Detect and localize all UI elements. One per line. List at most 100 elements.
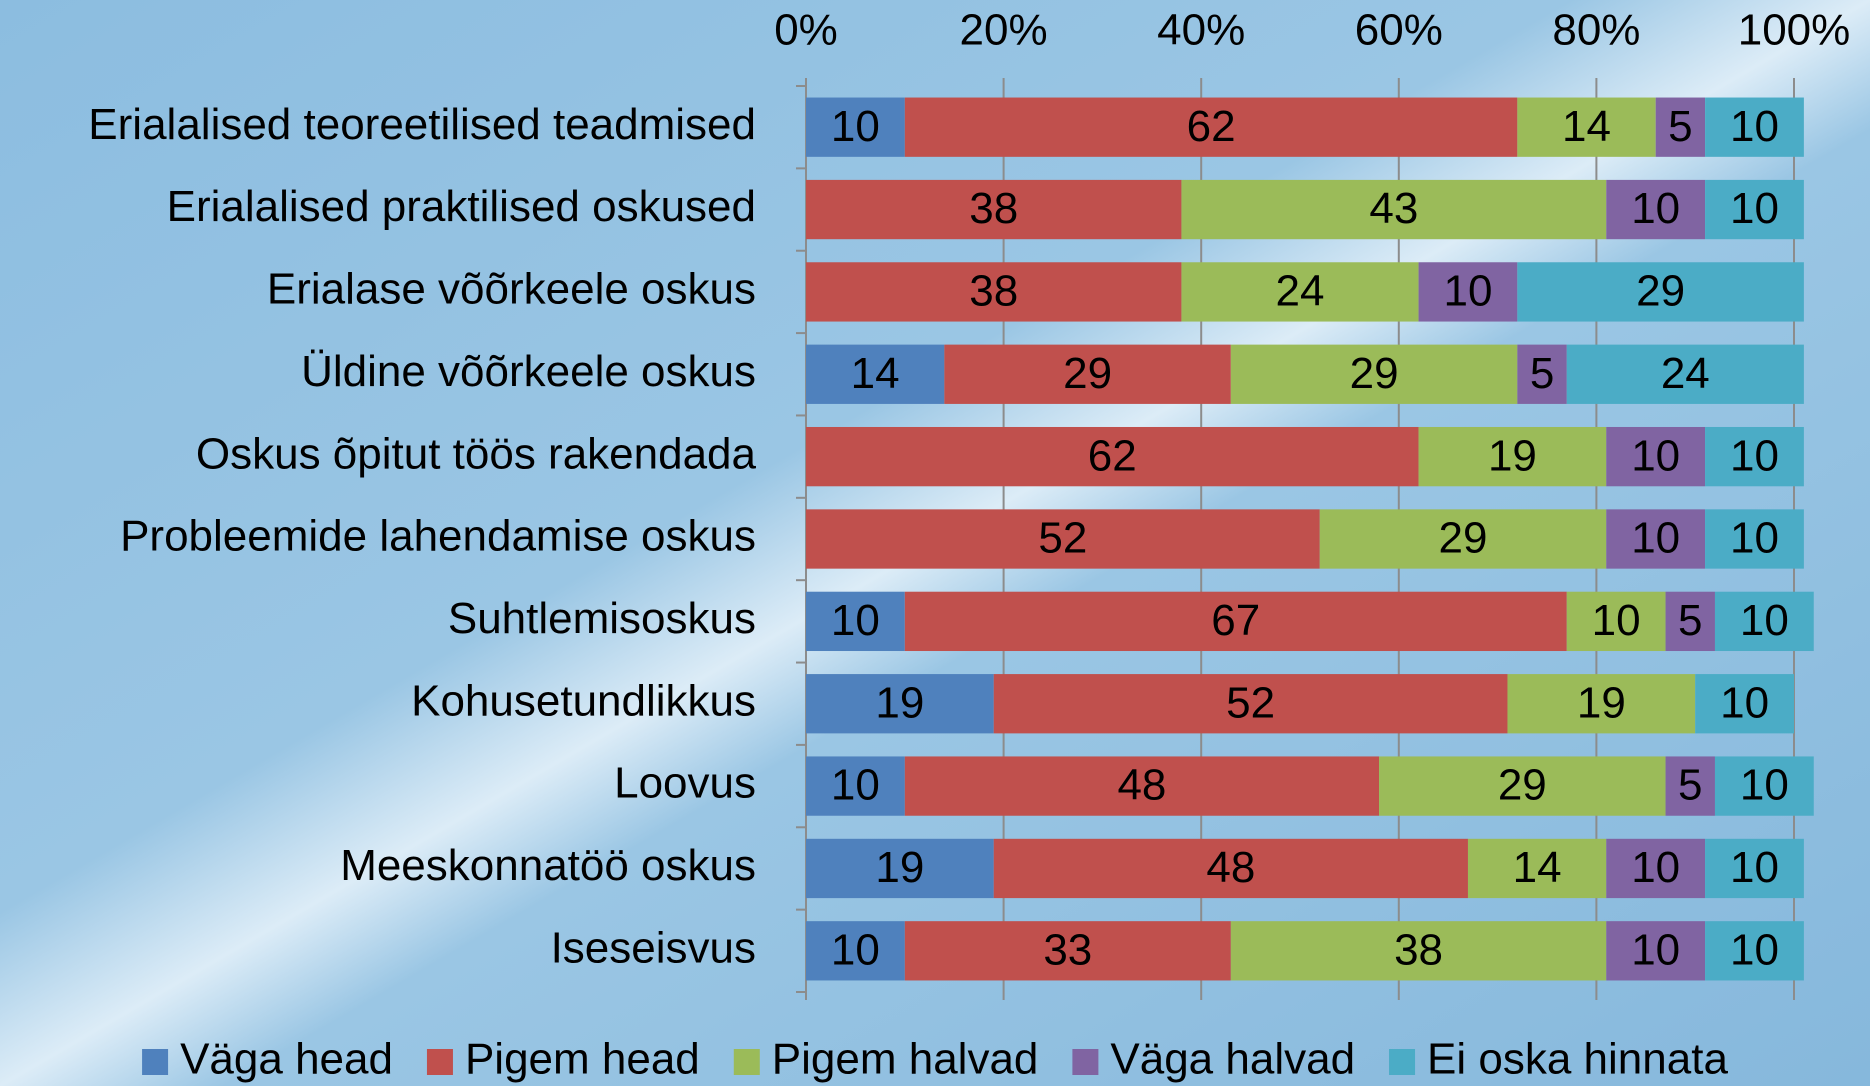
data-label: 29 (1498, 761, 1547, 810)
legend-label: Väga halvad (1110, 1035, 1355, 1084)
bar-segment (904, 97, 1518, 157)
data-label: 52 (1038, 514, 1087, 563)
x-tick-label: 20% (960, 6, 1048, 55)
bar-segment (1705, 838, 1804, 899)
data-label: 10 (1631, 514, 1680, 563)
data-label: 24 (1661, 349, 1710, 398)
bar-segment (806, 674, 994, 734)
bar-segment (1517, 97, 1656, 157)
bar-segment (1606, 179, 1706, 240)
bar-segment (1230, 921, 1607, 981)
data-label: 48 (1117, 761, 1166, 810)
bar-segment (1705, 509, 1804, 569)
bar-segment (904, 921, 1231, 981)
bar-segment (1606, 426, 1706, 487)
bar-segment (1705, 97, 1804, 157)
legend-label: Väga head (180, 1035, 393, 1084)
bar-segment (1655, 97, 1706, 157)
bar-segment (1517, 344, 1567, 404)
data-label: 10 (831, 761, 880, 810)
legend-label: Pigem halvad (772, 1035, 1039, 1084)
legend-swatch (1072, 1049, 1099, 1075)
data-label: 10 (1730, 925, 1779, 974)
bar-segment (1181, 262, 1419, 322)
bar-segment (806, 179, 1182, 240)
data-label: 38 (969, 184, 1018, 233)
data-label: 52 (1226, 678, 1275, 727)
data-label: 5 (1668, 102, 1692, 151)
bar-segment (1566, 591, 1666, 652)
legend-swatch (1389, 1049, 1416, 1075)
data-label: 29 (1063, 349, 1112, 398)
bar-segment (1319, 509, 1607, 569)
bar-segment (806, 838, 994, 899)
data-label: 62 (1088, 431, 1137, 480)
data-label: 67 (1211, 596, 1260, 645)
data-label: 10 (1443, 267, 1492, 316)
y-tick-label: Erialalised praktilised oskused (167, 182, 756, 231)
data-label: 10 (1730, 843, 1779, 892)
data-label: 10 (831, 102, 880, 151)
bar-segment (1507, 674, 1696, 734)
bar-segment (1695, 674, 1794, 734)
data-label: 14 (1562, 102, 1611, 151)
bar-segment (806, 509, 1320, 569)
bar-segment (806, 344, 945, 404)
data-label: 33 (1043, 925, 1092, 974)
data-label: 19 (875, 843, 924, 892)
bar-segment (1665, 591, 1715, 652)
bar-segment (1418, 262, 1518, 322)
data-label: 10 (1740, 761, 1789, 810)
bar-segment (1467, 838, 1607, 899)
bar-segment (806, 591, 905, 652)
bar-segment (1181, 179, 1607, 240)
y-tick-label: Suhtlemisoskus (448, 594, 756, 643)
bar-segment (806, 97, 905, 157)
bar-segment (1606, 509, 1706, 569)
data-label: 10 (1631, 925, 1680, 974)
data-label: 10 (831, 925, 880, 974)
legend-swatch (142, 1049, 169, 1075)
data-label: 19 (1488, 431, 1537, 480)
bar-segment (806, 756, 905, 816)
bar-segment (904, 756, 1380, 816)
data-label: 10 (1740, 596, 1789, 645)
y-tick-label: Meeskonnatöö oskus (340, 841, 756, 890)
y-tick-label: Kohusetundlikkus (411, 676, 756, 725)
legend-label: Pigem head (465, 1035, 700, 1084)
bar-segment (1714, 591, 1814, 652)
legend-swatch (733, 1049, 760, 1075)
x-tick-label: 0% (774, 6, 838, 55)
bar-segment (1418, 426, 1607, 487)
y-tick-label: Oskus õpitut töös rakendada (196, 429, 757, 478)
bar-segment (1230, 344, 1518, 404)
data-label: 10 (831, 596, 880, 645)
data-label: 10 (1631, 184, 1680, 233)
y-tick-label: Probleemide lahendamise oskus (120, 512, 756, 561)
y-tick-label: Üldine võõrkeele oskus (301, 347, 756, 396)
y-tick-label: Erialase võõrkeele oskus (267, 265, 756, 314)
bar-segment (993, 838, 1468, 899)
legend-label: Ei oska hinnata (1427, 1035, 1728, 1084)
data-label: 38 (969, 267, 1018, 316)
data-label: 19 (875, 678, 924, 727)
bar-segment (1517, 262, 1804, 322)
bar-segment (904, 591, 1567, 652)
data-label: 14 (1513, 843, 1562, 892)
data-label: 10 (1730, 514, 1779, 563)
bar-segment (1379, 756, 1666, 816)
data-label: 14 (851, 349, 900, 398)
x-tick-label: 40% (1157, 6, 1245, 55)
data-label: 29 (1636, 267, 1685, 316)
data-label: 10 (1730, 102, 1779, 151)
data-label: 5 (1678, 596, 1702, 645)
bar-segment (806, 262, 1182, 322)
bar-segment (1705, 921, 1804, 981)
data-label: 10 (1631, 843, 1680, 892)
data-label: 10 (1730, 431, 1779, 480)
bar-segment (1606, 921, 1706, 981)
bar-segment (1566, 344, 1804, 404)
x-tick-label: 100% (1738, 6, 1851, 55)
data-label: 10 (1730, 184, 1779, 233)
